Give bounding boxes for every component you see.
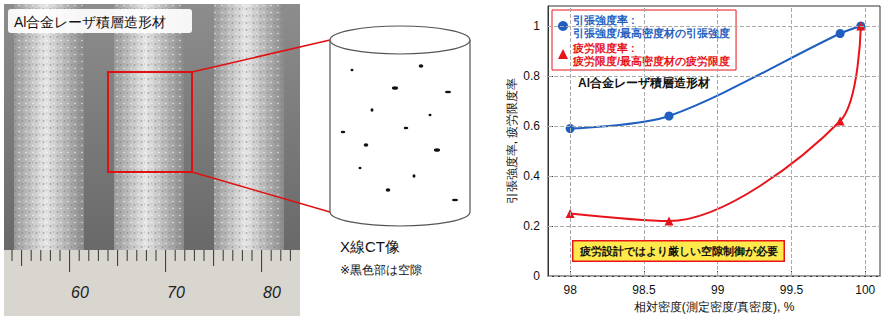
- svg-text:99.5: 99.5: [780, 283, 804, 297]
- svg-text:引張強度/最高密度材の引張強度: 引張強度/最高密度材の引張強度: [573, 27, 730, 39]
- svg-text:0: 0: [533, 269, 540, 283]
- svg-text:Al合金レーザ積層造形材: Al合金レーザ積層造形材: [578, 76, 710, 90]
- svg-text:相対密度(測定密度/真密度), %: 相対密度(測定密度/真密度), %: [634, 300, 795, 314]
- svg-text:98: 98: [563, 283, 577, 297]
- svg-text:80: 80: [263, 284, 281, 301]
- svg-text:X線CT像: X線CT像: [340, 238, 400, 255]
- svg-text:疲労限度/最高密度材の疲労限度: 疲労限度/最高密度材の疲労限度: [572, 55, 730, 67]
- svg-text:70: 70: [167, 284, 185, 301]
- svg-text:疲労限度率 :: 疲労限度率 :: [572, 42, 635, 54]
- svg-text:引張強度率 :: 引張強度率 :: [573, 14, 635, 26]
- svg-text:引張強度率, 疲労限度率: 引張強度率, 疲労限度率: [505, 78, 519, 205]
- svg-text:Al合金レーザ積層造形材: Al合金レーザ積層造形材: [14, 14, 166, 30]
- svg-text:0.2: 0.2: [523, 219, 540, 233]
- svg-text:0.8: 0.8: [523, 69, 540, 83]
- svg-text:※黒色部は空隙: ※黒色部は空隙: [340, 263, 422, 277]
- svg-text:1: 1: [533, 19, 540, 33]
- svg-text:60: 60: [71, 284, 89, 301]
- svg-text:98.5: 98.5: [632, 283, 656, 297]
- svg-text:0.4: 0.4: [523, 169, 540, 183]
- svg-text:100: 100: [855, 283, 875, 297]
- svg-text:疲労設計ではより厳しい空隙制御が必要: 疲労設計ではより厳しい空隙制御が必要: [579, 245, 778, 258]
- svg-text:99: 99: [711, 283, 725, 297]
- svg-text:0.6: 0.6: [523, 119, 540, 133]
